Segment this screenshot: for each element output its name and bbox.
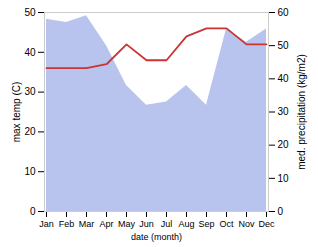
svg-text:60: 60 — [278, 7, 290, 18]
svg-text:0: 0 — [278, 206, 284, 217]
svg-text:10: 10 — [278, 173, 290, 184]
svg-text:50: 50 — [24, 7, 36, 18]
svg-text:Dec: Dec — [258, 219, 275, 229]
svg-text:Aug: Aug — [178, 219, 194, 229]
svg-text:Jun: Jun — [139, 219, 154, 229]
svg-text:Feb: Feb — [59, 219, 75, 229]
svg-text:0: 0 — [30, 206, 36, 217]
svg-text:40: 40 — [24, 47, 36, 58]
svg-text:30: 30 — [24, 86, 36, 97]
svg-text:10: 10 — [24, 166, 36, 177]
svg-text:Nov: Nov — [238, 219, 255, 229]
svg-text:Jul: Jul — [161, 219, 173, 229]
svg-text:max temp (C): max temp (C) — [11, 82, 22, 143]
svg-text:Jan: Jan — [39, 219, 54, 229]
svg-text:May: May — [118, 219, 136, 229]
svg-text:50: 50 — [278, 40, 290, 51]
svg-text:20: 20 — [278, 139, 290, 150]
svg-text:30: 30 — [278, 106, 290, 117]
svg-text:Sep: Sep — [198, 219, 214, 229]
svg-text:Oct: Oct — [219, 219, 234, 229]
svg-text:Mar: Mar — [79, 219, 95, 229]
svg-text:20: 20 — [24, 126, 36, 137]
svg-text:Apr: Apr — [99, 219, 113, 229]
svg-text:40: 40 — [278, 73, 290, 84]
svg-text:med. precipitation (kg/m2): med. precipitation (kg/m2) — [296, 54, 307, 170]
svg-text:date (month): date (month) — [131, 232, 182, 242]
